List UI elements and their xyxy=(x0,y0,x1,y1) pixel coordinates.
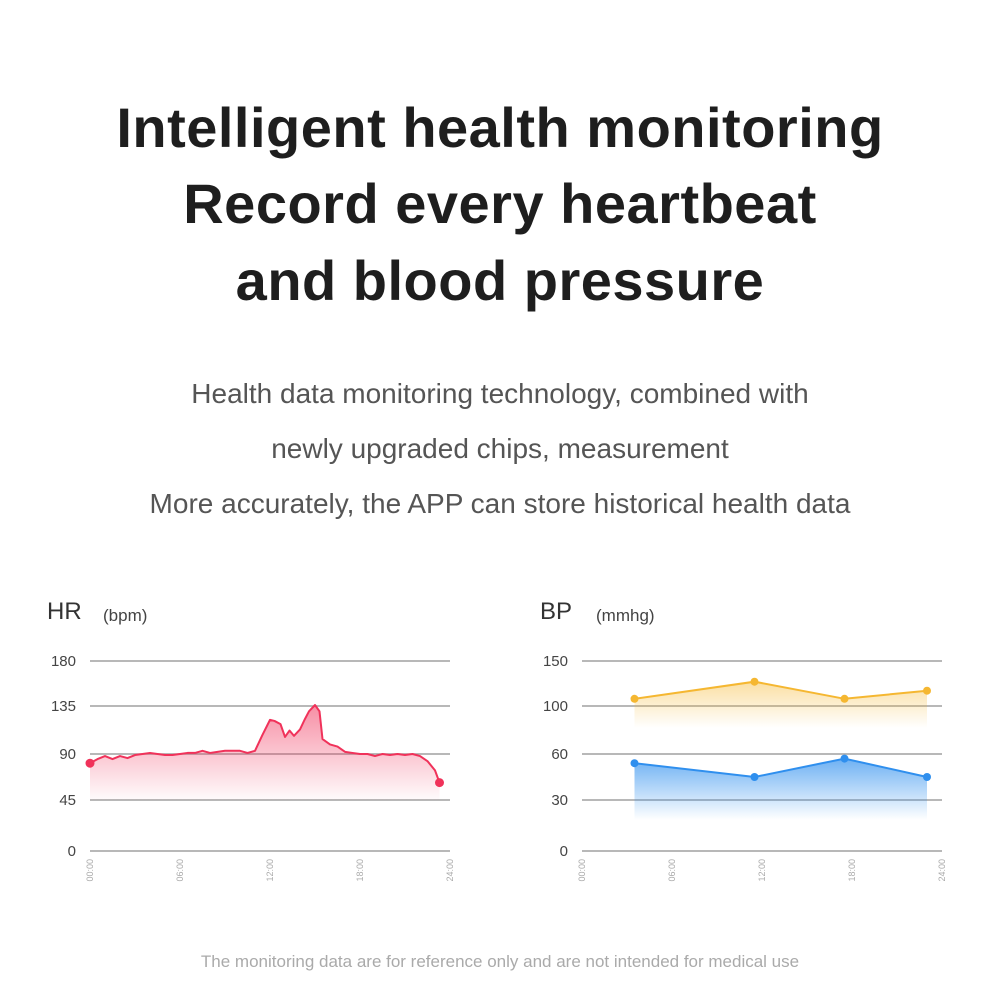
headline-line-1: Intelligent health monitoring xyxy=(116,96,884,159)
hr-area xyxy=(90,705,440,800)
y-tick-label: 0 xyxy=(68,843,76,860)
hr-start-point xyxy=(85,758,95,768)
x-tick-label: 18:00 xyxy=(355,859,365,882)
x-tick-label: 24:00 xyxy=(445,859,455,882)
subtitle-line-1: Health data monitoring technology, combi… xyxy=(191,378,809,409)
headline-line-3: and blood pressure xyxy=(235,249,765,312)
x-tick-label: 18:00 xyxy=(847,859,857,882)
bp-data-point xyxy=(923,773,931,781)
bp-chart-title: BP xyxy=(540,598,573,625)
x-tick-label: 06:00 xyxy=(175,859,185,882)
headline-line-2: Record every heartbeat xyxy=(183,172,817,235)
hr-chart: 180 135 90 45 0 00:00 06:00 12:00 18:00 24:00 xyxy=(51,653,455,882)
bp-chart: 150 100 60 30 0 00:00 06:00 12:00 18:00 24:00 xyxy=(543,653,947,882)
bp-data-point xyxy=(840,694,849,703)
bp-data-point xyxy=(630,759,639,768)
bp-data-point xyxy=(630,694,639,703)
y-tick-label: 90 xyxy=(59,746,76,763)
bp-data-point xyxy=(750,773,759,781)
bp-data-point xyxy=(750,677,759,686)
x-tick-label: 24:00 xyxy=(937,859,947,882)
x-tick-label: 06:00 xyxy=(667,859,677,882)
x-tick-label: 12:00 xyxy=(757,859,767,882)
y-tick-label: 150 xyxy=(543,653,568,670)
y-tick-label: 60 xyxy=(551,746,568,763)
hr-end-point xyxy=(435,778,444,788)
hr-line xyxy=(89,704,441,783)
bp-line xyxy=(634,757,928,779)
hr-chart-title: HR xyxy=(47,598,82,625)
hr-chart-unit: (bpm) xyxy=(103,606,148,625)
y-tick-label: 180 xyxy=(51,653,76,670)
x-tick-label: 12:00 xyxy=(265,859,275,882)
y-tick-label: 100 xyxy=(543,698,568,715)
bp-area xyxy=(634,681,927,728)
bp-data-point xyxy=(840,754,849,763)
y-tick-label: 45 xyxy=(59,792,76,809)
y-tick-label: 135 xyxy=(51,698,76,715)
x-tick-label: 00:00 xyxy=(85,859,95,882)
bp-chart-unit: (mmhg) xyxy=(596,606,655,625)
subtitle-line-2: newly upgraded chips, measurement xyxy=(271,433,729,464)
x-tick-label: 00:00 xyxy=(577,859,587,882)
bp-area xyxy=(634,758,927,820)
medical-disclaimer: The monitoring data are for reference on… xyxy=(200,952,800,971)
bp-data-point xyxy=(923,686,931,695)
y-tick-label: 30 xyxy=(551,792,568,809)
subtitle-line-3: More accurately, the APP can store histo… xyxy=(149,488,851,519)
y-tick-label: 0 xyxy=(560,843,568,860)
bp-line xyxy=(634,680,928,700)
